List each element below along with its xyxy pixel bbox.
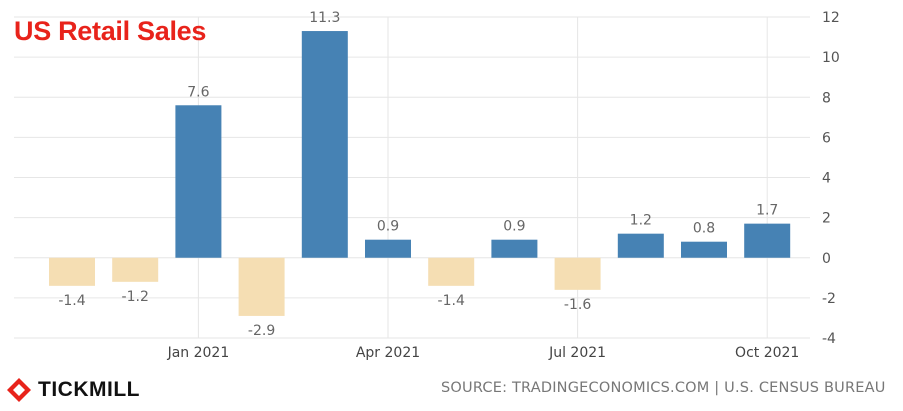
chart-title: US Retail Sales (14, 16, 207, 46)
data-label: -2.9 (248, 323, 275, 339)
data-label: 0.9 (503, 219, 525, 235)
y-tick-label: 0 (822, 251, 831, 267)
bar (365, 239, 411, 258)
y-tick-label: 8 (822, 90, 831, 106)
bar (301, 31, 348, 258)
bar (681, 241, 727, 258)
data-label: 1.7 (756, 203, 778, 219)
bar (491, 239, 538, 258)
y-tick-label: 2 (822, 211, 831, 227)
data-label: -1.2 (122, 289, 149, 305)
bar (238, 257, 285, 316)
x-tick-label: Oct 2021 (735, 345, 799, 361)
data-label: -1.4 (58, 293, 85, 309)
data-label: 1.2 (630, 213, 652, 229)
y-tick-label: 10 (822, 50, 840, 66)
data-label: 0.9 (377, 219, 399, 235)
data-label: 0.8 (693, 221, 715, 237)
brand-name: TICKMILL (38, 378, 140, 401)
bar (175, 105, 222, 258)
x-tick-label: Jan 2021 (167, 345, 230, 361)
y-tick-label: 4 (822, 171, 831, 187)
data-label: -1.4 (438, 293, 465, 309)
data-label: -1.6 (564, 297, 591, 313)
x-tick-label: Jul 2021 (548, 345, 606, 361)
bar (617, 233, 664, 258)
bar (428, 257, 475, 286)
bar (112, 257, 159, 282)
y-tick-label: -4 (822, 331, 836, 347)
y-tick-label: 12 (822, 10, 840, 26)
y-tick-label: 6 (822, 130, 831, 146)
source-note: SOURCE: TRADINGECONOMICS.COM | U.S. CENS… (441, 380, 886, 396)
x-tick-label: Apr 2021 (356, 345, 420, 361)
bar (49, 257, 95, 286)
data-label: 11.3 (309, 10, 340, 26)
bar (554, 257, 601, 290)
bar (744, 223, 791, 258)
data-label: 7.6 (187, 84, 209, 100)
brand-logo: TICKMILL (6, 377, 140, 403)
y-tick-label: -2 (822, 291, 836, 307)
tickmill-logo-icon (7, 378, 31, 402)
